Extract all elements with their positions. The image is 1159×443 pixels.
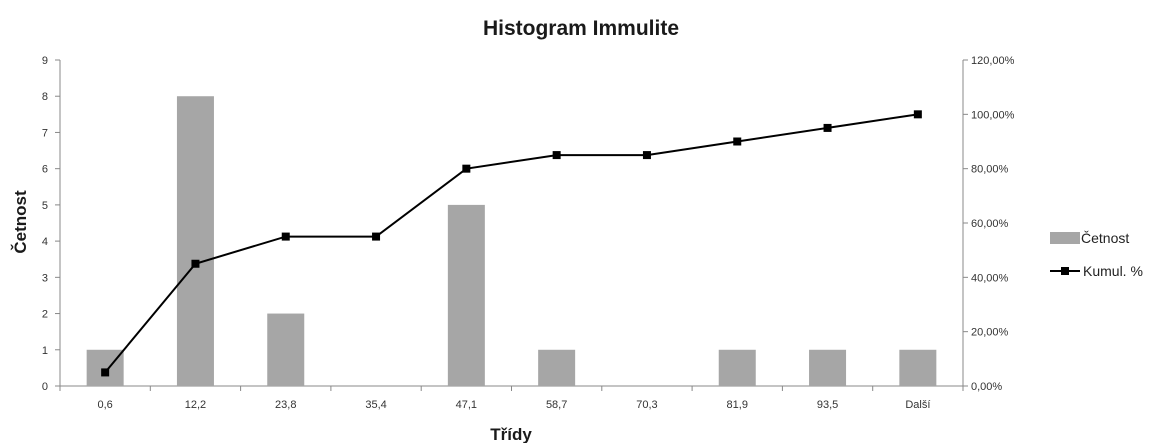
y-tick-label: 3 — [42, 272, 48, 284]
legend-bar-swatch — [1050, 232, 1080, 244]
line-point — [372, 232, 381, 241]
bar — [809, 349, 847, 386]
y-tick-label: 0 — [42, 381, 48, 393]
y-axis-title: Četnost — [11, 190, 30, 254]
y2-tick-label: 100,00% — [971, 109, 1015, 121]
legend-line-marker — [1061, 267, 1069, 275]
bar — [176, 96, 214, 386]
x-tick-label: 47,1 — [456, 399, 477, 411]
y-tick-label: 9 — [42, 55, 48, 67]
line-point — [191, 259, 200, 268]
line-point — [101, 368, 110, 377]
bar — [447, 204, 485, 386]
x-tick-label: 12,2 — [185, 399, 206, 411]
x-tick-label: 23,8 — [275, 399, 296, 411]
chart-title: Histogram Immulite — [483, 17, 679, 40]
y-tick-label: 7 — [42, 127, 48, 139]
line-point — [552, 151, 561, 160]
y2-tick-label: 60,00% — [971, 218, 1009, 230]
line-point — [913, 110, 922, 119]
bar — [267, 313, 305, 386]
line-point — [733, 137, 742, 146]
y-tick-label: 8 — [42, 91, 48, 103]
x-tick-label: Další — [905, 399, 930, 411]
x-tick-label: 58,7 — [546, 399, 567, 411]
x-tick-label: 35,4 — [365, 399, 386, 411]
x-tick-label: 81,9 — [727, 399, 748, 411]
legend-label: Četnost — [1081, 230, 1129, 246]
y2-tick-label: 120,00% — [971, 55, 1015, 67]
y-tick-label: 4 — [42, 236, 48, 248]
legend: Četnost Kumul. % — [1050, 230, 1143, 279]
line-point — [642, 151, 651, 160]
y2-tick-label: 80,00% — [971, 164, 1009, 176]
y2-tick-label: 0,00% — [971, 381, 1002, 393]
y-tick-label: 6 — [42, 164, 48, 176]
y2-tick-label: 40,00% — [971, 272, 1009, 284]
x-tick-label: 70,3 — [636, 399, 657, 411]
bar — [899, 349, 937, 386]
y2-tick-label: 20,00% — [971, 327, 1009, 339]
line-point — [281, 232, 290, 241]
bar — [86, 349, 124, 386]
y-tick-label: 5 — [42, 200, 48, 212]
bar-series — [86, 96, 937, 386]
x-tick-label: 93,5 — [817, 399, 838, 411]
legend-label: Kumul. % — [1083, 263, 1143, 279]
line-series — [101, 110, 922, 377]
line-point — [823, 123, 832, 132]
cumulative-line — [104, 113, 918, 374]
x-tick-label: 0,6 — [98, 399, 113, 411]
y-tick-label: 2 — [42, 309, 48, 321]
tick-labels: 0 1 2 3 4 5 6 7 8 9 0,00% 20,00% 40,00% 60,00% 80,00% 1… — [42, 55, 1015, 411]
line-point — [462, 164, 471, 173]
x-axis-title: Třídy — [490, 425, 532, 443]
bar — [718, 349, 756, 386]
y-tick-label: 1 — [42, 345, 48, 357]
bar — [538, 349, 576, 386]
